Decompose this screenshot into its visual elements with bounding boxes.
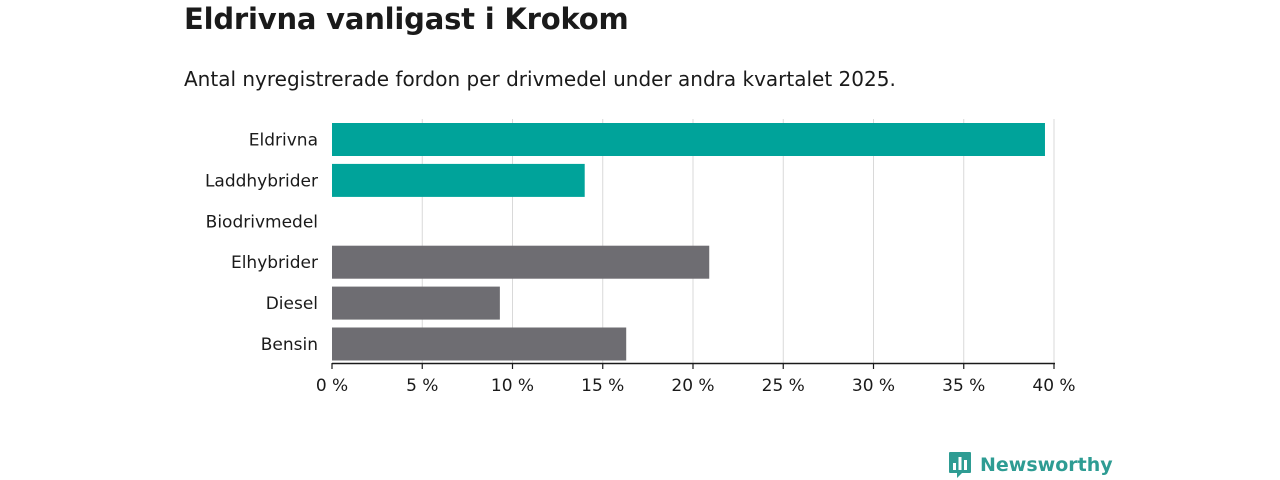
x-tick-label: 40 % bbox=[1032, 376, 1075, 396]
x-tick-label: 15 % bbox=[581, 376, 624, 396]
x-tick-label: 35 % bbox=[942, 376, 985, 396]
chart-subtitle: Antal nyregistrerade fordon per drivmede… bbox=[184, 67, 896, 91]
bar-eldrivna bbox=[332, 123, 1045, 156]
x-tick-label: 20 % bbox=[671, 376, 714, 396]
brand-name: Newsworthy bbox=[980, 454, 1113, 476]
category-label: Elhybrider bbox=[231, 253, 318, 273]
bar-bensin bbox=[332, 327, 627, 361]
category-label: Laddhybrider bbox=[205, 171, 318, 191]
x-tick-label: 5 % bbox=[406, 376, 438, 396]
bar-elhybrider bbox=[332, 245, 710, 279]
category-label: Eldrivna bbox=[249, 131, 318, 151]
chart-title: Eldrivna vanligast i Krokom bbox=[184, 2, 629, 36]
x-tick-label: 25 % bbox=[762, 376, 805, 396]
x-tick-label: 30 % bbox=[852, 376, 895, 396]
category-label: Biodrivmedel bbox=[206, 212, 318, 232]
category-label: Diesel bbox=[266, 294, 318, 314]
category-label: Bensin bbox=[261, 335, 318, 355]
bar-laddhybrider bbox=[332, 163, 585, 197]
brand-logo: Newsworthy bbox=[948, 451, 1113, 479]
bar-diesel bbox=[332, 286, 500, 320]
bar-chart-speech-bubble-icon bbox=[949, 452, 971, 478]
x-tick-label: 10 % bbox=[491, 376, 534, 396]
x-tick-label: 0 % bbox=[316, 376, 348, 396]
